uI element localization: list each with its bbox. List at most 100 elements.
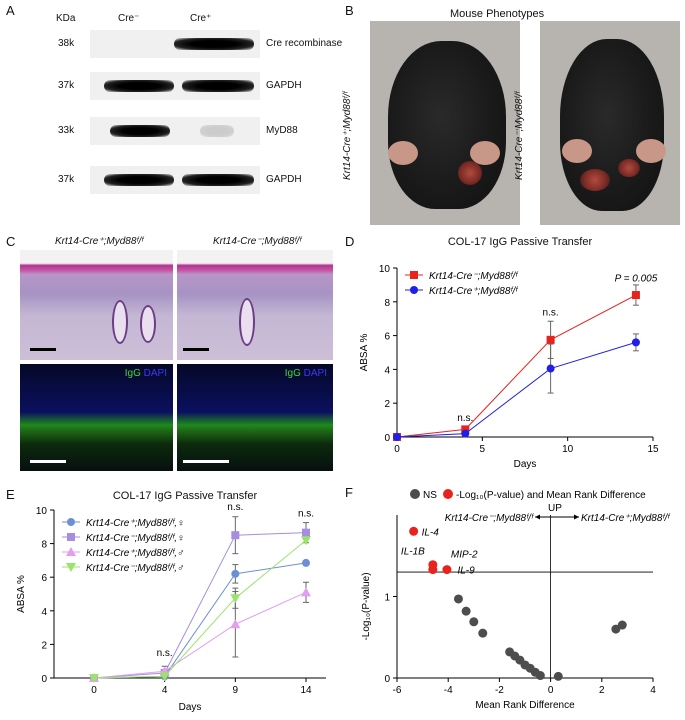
- annotation: n.s.: [298, 509, 314, 520]
- data-point: [89, 674, 99, 683]
- x-tick-label: 9: [233, 685, 239, 696]
- x-axis-label: Days: [514, 459, 537, 470]
- mouse-ear: [636, 139, 666, 163]
- blot-label: GAPDH: [266, 80, 302, 91]
- data-point: [230, 594, 241, 604]
- if-stain-right: IgG DAPI: [177, 364, 333, 471]
- x-tick-label: 5: [480, 444, 486, 455]
- legend-marker: [66, 563, 76, 572]
- ns-point: [469, 617, 479, 627]
- mouse-ear: [470, 141, 500, 165]
- mouse-phenotypes-title: Mouse Phenotypes: [450, 8, 545, 20]
- data-point: [231, 569, 240, 578]
- blot-label: GAPDH: [266, 174, 302, 185]
- direction-arrowhead: [574, 514, 579, 520]
- blot-label: MyD88: [266, 125, 298, 136]
- panel-e-letter: E: [6, 487, 15, 502]
- legend-marker: [443, 489, 453, 499]
- x-tick-label: 14: [300, 685, 312, 696]
- ns-point: [553, 671, 563, 681]
- series-line: [93, 562, 307, 679]
- x-tick-label: -2: [495, 685, 504, 696]
- annotation: n.s.: [157, 648, 173, 659]
- legend-marker: [410, 286, 418, 294]
- series-line: [396, 294, 637, 438]
- direction-up-label: UP: [548, 503, 562, 514]
- x-tick-label: -4: [444, 685, 453, 696]
- y-tick-label: 6: [41, 573, 47, 584]
- he-stain-right: [177, 250, 333, 360]
- hair-follicle: [140, 305, 156, 343]
- legend-label: Krt14-Cre⁺;Myd88ᶠ/ᶠ,♀: [86, 518, 185, 529]
- panel-d-letter: D: [345, 234, 355, 249]
- legend-label: Krt14-Cre⁻;Myd88ᶠ/ᶠ: [429, 271, 518, 282]
- data-point: [631, 291, 640, 300]
- chart-d-title: COL-17 IgG Passive Transfer: [447, 236, 593, 248]
- scale-bar: [183, 460, 229, 463]
- annotation: n.s.: [457, 413, 473, 424]
- panel-a-letter: A: [6, 3, 15, 18]
- y-tick-label: 10: [36, 506, 48, 517]
- x-tick-label: 4: [650, 685, 656, 696]
- data-point: [302, 558, 310, 567]
- y-axis-label: ABSA %: [359, 334, 370, 372]
- kda-label: 37k: [58, 80, 75, 91]
- y-tick-label: 4: [384, 365, 390, 376]
- data-point: [461, 429, 470, 438]
- lesion: [580, 169, 610, 191]
- if-stain-left: IgG DAPI: [20, 364, 173, 471]
- panel-c-letter: C: [6, 234, 16, 249]
- chart-d: 0 2 4 6 8 10 0 5 10 15 Days ABSA % Krt14-Cre⁻;Myd88ᶠ…: [359, 264, 659, 470]
- data-point: [301, 536, 311, 546]
- if-igg-label: IgG: [284, 368, 301, 379]
- significant-label: IL-9: [457, 566, 475, 577]
- x-tick-label: 0: [548, 685, 554, 696]
- x-tick-label: 0: [394, 444, 400, 455]
- scale-bar: [30, 348, 56, 351]
- he-stain-left: [20, 250, 173, 360]
- blot-row-gapdh-2: [90, 166, 260, 194]
- x-tick-label: -6: [393, 685, 402, 696]
- if-legend: IgG DAPI: [285, 368, 327, 379]
- x-tick-label: 2: [599, 685, 605, 696]
- kda-header: KDa: [56, 13, 76, 24]
- mouse-label-right: Krt14-Cre⁻;Myd88ᶠ/ᶠ: [514, 91, 525, 180]
- y-tick-label: 8: [41, 540, 47, 551]
- data-point: [231, 531, 240, 540]
- legend-marker: [67, 533, 75, 541]
- legend-marker: [410, 489, 420, 499]
- data-point: [546, 364, 555, 373]
- legend-label: Krt14-Cre⁺;Myd88ᶠ/ᶠ,♂: [86, 548, 185, 559]
- scale-bar: [183, 348, 209, 351]
- ns-point: [461, 606, 471, 616]
- series-line: [93, 539, 307, 679]
- ns-point: [478, 628, 488, 638]
- y-tick-label: 2: [384, 399, 390, 410]
- band: [110, 125, 170, 137]
- lane-label-cre-pos: Cre⁺: [190, 13, 212, 24]
- y-tick-label: 4: [41, 607, 47, 618]
- y-tick-label: 8: [384, 298, 390, 309]
- data-point: [546, 335, 555, 344]
- lane-label-cre-neg: Cre⁻: [118, 13, 140, 24]
- legend-label: Krt14-Cre⁻;Myd88ᶠ/ᶠ,♂: [86, 563, 185, 574]
- chart-f: NS -Log₁₀(P-value) and Mean Rank Differen…: [361, 489, 670, 711]
- annotation: n.s.: [543, 307, 559, 318]
- if-igg-label: IgG: [124, 368, 141, 379]
- blot-row-myd88: [90, 117, 260, 145]
- series-line: [93, 532, 307, 679]
- if-dapi-label: DAPI: [303, 368, 327, 379]
- if-legend: IgG DAPI: [125, 368, 167, 379]
- band: [174, 38, 254, 50]
- mouse-body: [388, 41, 506, 209]
- y-tick-label: 0: [41, 674, 47, 685]
- histology-title-left: Krt14-Cre⁺;Myd88ᶠ/ᶠ: [55, 236, 144, 247]
- legend-label: -Log₁₀(P-value) and Mean Rank Difference: [456, 490, 646, 501]
- hair-follicle: [239, 298, 255, 346]
- kda-label: 38k: [58, 38, 75, 49]
- legend-marker: [66, 547, 76, 556]
- significant-label: MIP-2: [451, 550, 478, 561]
- data-point: [631, 338, 640, 347]
- lesion: [618, 159, 640, 177]
- legend-marker: [410, 271, 418, 279]
